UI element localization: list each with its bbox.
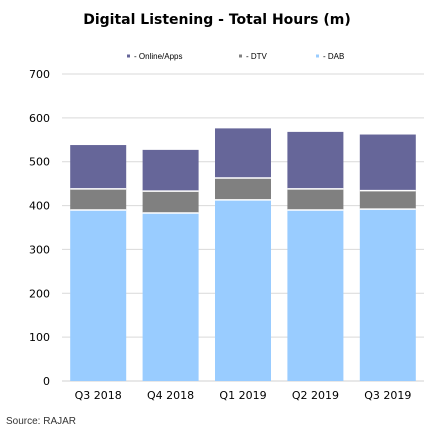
source-note: Source: RAJAR	[6, 416, 77, 427]
bar-segment	[70, 209, 127, 381]
y-tick-label: 200	[29, 287, 50, 300]
bar-segment	[70, 145, 127, 189]
x-axis: Q3 2018 Q4 2018 Q1 2019 Q2 2019 Q3 2019	[75, 389, 412, 402]
bar-segment	[287, 131, 344, 189]
y-tick-label: 400	[29, 200, 50, 213]
bar-segment	[359, 190, 416, 210]
x-tick-label: Q1 2019	[219, 389, 266, 402]
bar-segment	[287, 209, 344, 381]
x-tick-label: Q3 2018	[75, 389, 122, 402]
bar-segment	[70, 188, 127, 210]
legend-label: - DTV	[246, 52, 268, 61]
bar-segment	[215, 199, 271, 381]
bar-group	[70, 128, 416, 381]
bar-segment	[359, 134, 416, 191]
y-tick-label: 300	[29, 243, 50, 256]
bar-segment	[287, 188, 344, 210]
y-tick-label: 100	[29, 331, 50, 344]
y-tick-label: 700	[29, 68, 50, 81]
x-tick-label: Q2 2019	[292, 389, 339, 402]
bar-segment	[142, 191, 199, 214]
legend-swatch	[127, 54, 130, 58]
bar-segment	[142, 149, 199, 192]
legend-swatch	[316, 54, 319, 58]
bar-segment	[142, 213, 199, 381]
y-tick-label: 0	[43, 375, 50, 388]
x-tick-label: Q3 2019	[364, 389, 411, 402]
legend-swatch	[239, 54, 242, 58]
y-axis: 0 100 200 300 400 500 600 700	[29, 68, 50, 388]
x-tick-label: Q4 2018	[147, 389, 194, 402]
chart-legend: - Online/Apps - DTV - DAB	[127, 52, 344, 61]
bar-segment	[359, 209, 416, 381]
legend-label: - DAB	[323, 52, 344, 61]
bar-segment	[215, 177, 271, 200]
bar-segment	[215, 128, 271, 178]
y-tick-label: 500	[29, 156, 50, 169]
chart-title: Digital Listening - Total Hours (m)	[83, 12, 351, 28]
y-tick-label: 600	[29, 112, 50, 125]
legend-label: - Online/Apps	[134, 52, 182, 61]
